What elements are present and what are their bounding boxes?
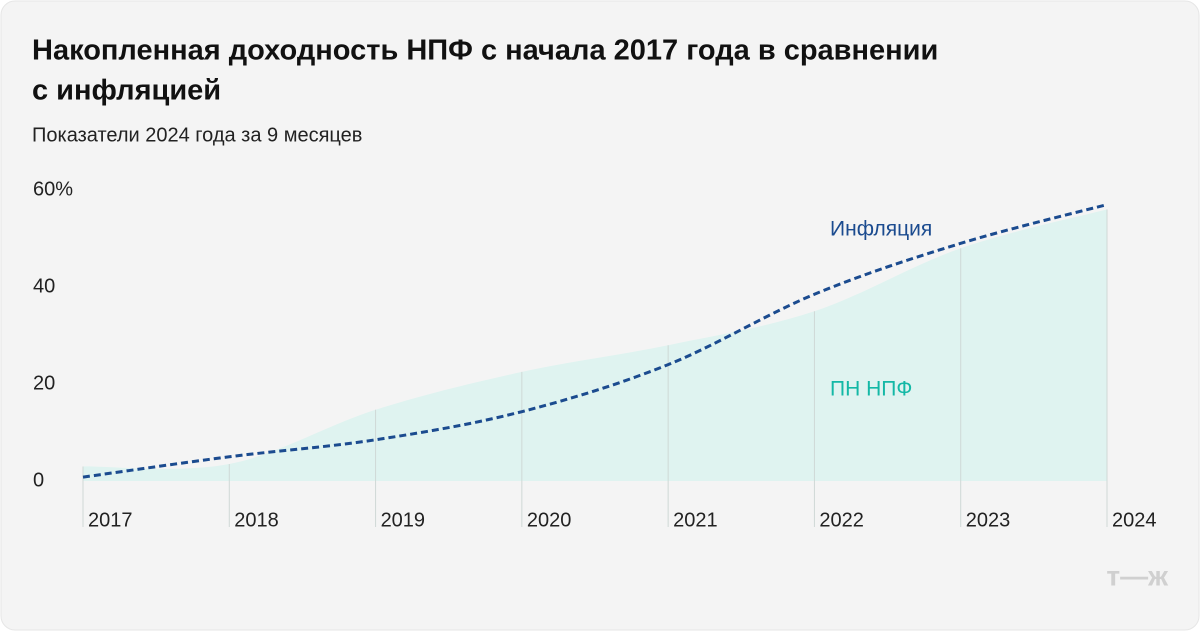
x-tick-label: 2022	[819, 509, 864, 531]
y-tick-label: 40	[33, 275, 55, 297]
y-tick-label: 0	[33, 469, 44, 491]
x-tick-label: 2020	[527, 509, 572, 531]
line	[82, 203, 1108, 479]
x-tick-label: 2023	[966, 509, 1011, 531]
y-tick-label: 20	[33, 372, 55, 394]
x-tick-label: 2024	[1112, 509, 1157, 531]
area	[83, 209, 1107, 481]
x-tick-label: 2019	[381, 509, 426, 531]
legend-label: ПН НПФ	[830, 378, 912, 401]
y-tick-label: 60%	[33, 178, 73, 200]
legend-label: Инфляция	[830, 218, 932, 241]
x-tick-label: 2021	[673, 509, 718, 531]
chart-title: с инфляцией	[32, 75, 221, 107]
x-tick-label: 2017	[88, 509, 133, 531]
chart-subtitle: Показатели 2024 года за 9 месяцев	[32, 124, 362, 146]
x-tick-label: 2018	[234, 509, 278, 531]
chart-title: Накопленная доходность НПФ с начала 2017…	[32, 35, 938, 67]
watermark: т—ж	[1106, 560, 1169, 591]
